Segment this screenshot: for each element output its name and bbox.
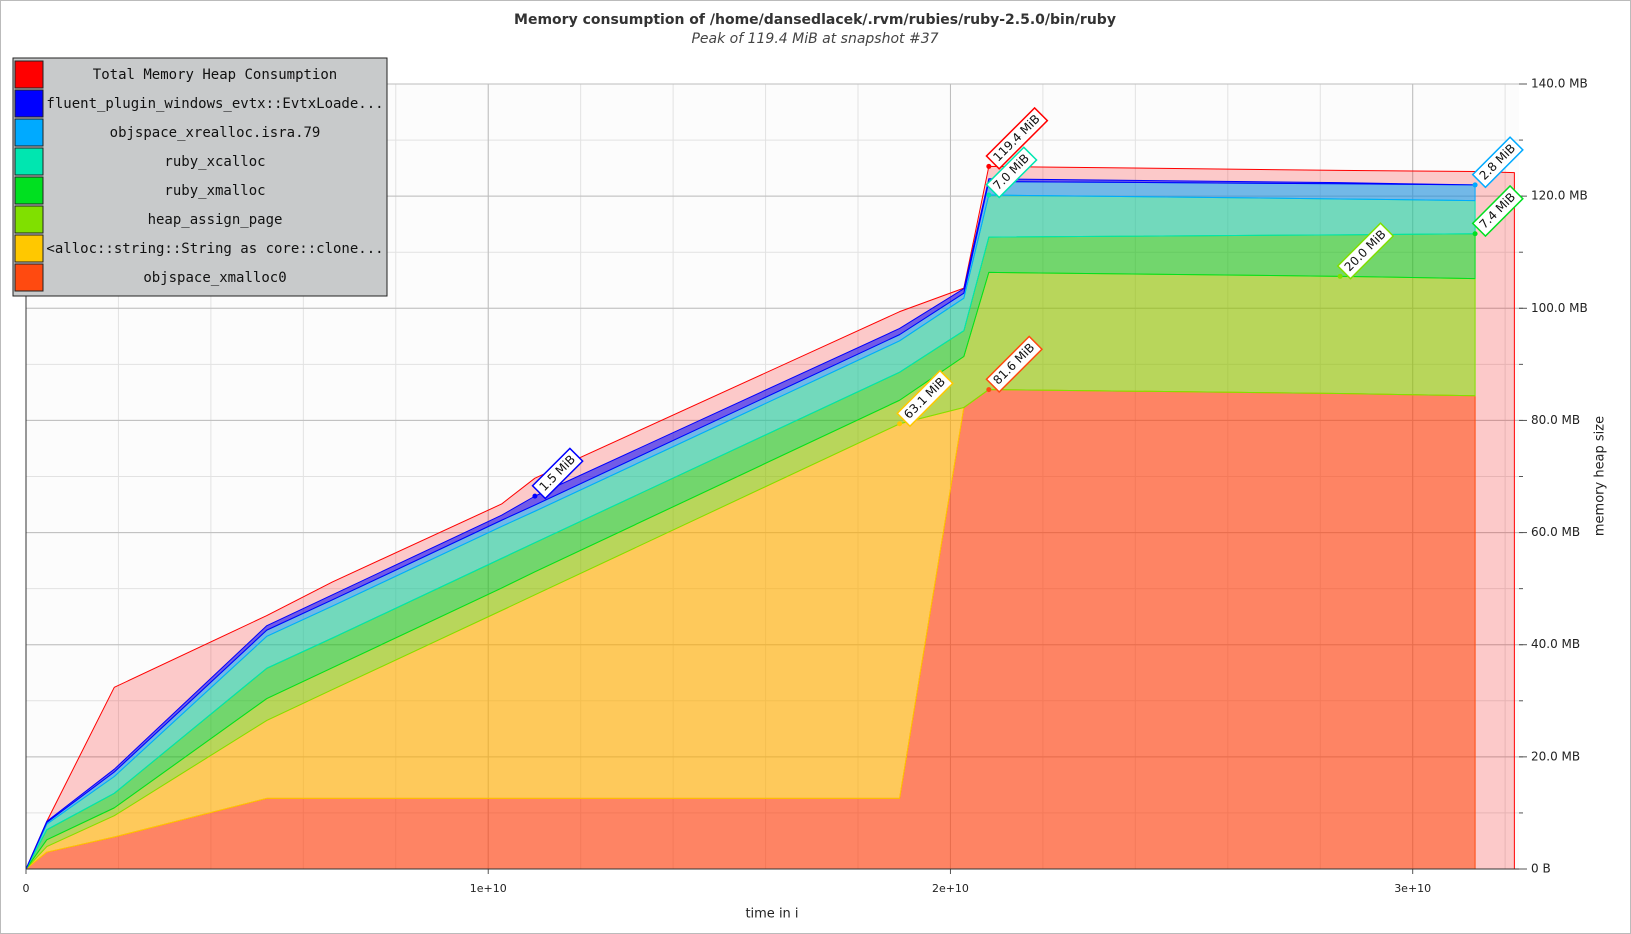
- annotation-box: [1471, 136, 1524, 189]
- legend: Total Memory Heap Consumption fluent_plug…: [12, 57, 388, 297]
- legend-label: ruby_xmalloc: [164, 183, 265, 199]
- legend-label: ruby_xcalloc: [164, 154, 265, 170]
- legend-label: <alloc::string::String as core::clone...: [46, 241, 383, 257]
- peak-marker: [1337, 273, 1343, 279]
- legend-label: heap_assign_page: [148, 212, 283, 228]
- x-tick-label: 1e+10: [470, 882, 507, 895]
- y-tick-label: 60.0 MB: [1531, 525, 1580, 539]
- annotation-box: [1471, 184, 1524, 238]
- peak-marker: [1472, 182, 1478, 188]
- annotation-box: [985, 146, 1038, 199]
- chart-title: Memory consumption of /home/dansedlacek/…: [514, 12, 1116, 28]
- legend-swatch: [14, 263, 44, 292]
- peak-marker: [1472, 231, 1478, 237]
- y-tick-label: 120.0 MB: [1531, 189, 1588, 203]
- legend-label: objspace_xmalloc0: [143, 270, 286, 286]
- legend-label: fluent_plugin_windows_evtx::EvtxLoade...: [46, 96, 383, 112]
- y-axis-label: memory heap size: [1593, 416, 1608, 536]
- x-tick-label: 3e+10: [1394, 882, 1431, 895]
- y-tick-label: 20.0 MB: [1531, 749, 1580, 763]
- legend-swatch: [14, 147, 44, 176]
- legend-swatch: [14, 118, 44, 147]
- legend-swatch: [14, 60, 44, 89]
- legend-box: [12, 57, 388, 297]
- peak-marker: [986, 163, 992, 169]
- y-tick-label: 140.0 MB: [1531, 77, 1588, 91]
- x-tick-label: 0: [23, 882, 30, 895]
- legend-swatch: [14, 234, 44, 263]
- peak-marker: [986, 192, 992, 198]
- legend-label: Total Memory Heap Consumption: [93, 67, 337, 83]
- annotation-box: [985, 106, 1049, 170]
- y-tick-label: 0 B: [1531, 862, 1551, 876]
- legend-swatch: [14, 89, 44, 118]
- peak-marker: [532, 493, 538, 499]
- peak-marker: [986, 387, 992, 393]
- x-tick-label: 2e+10: [932, 882, 969, 895]
- peak-marker: [897, 421, 903, 427]
- y-tick-label: 100.0 MB: [1531, 301, 1588, 315]
- legend-swatch: [14, 176, 44, 205]
- annotation-box: [985, 335, 1043, 394]
- annotation-box: [1336, 222, 1395, 280]
- x-axis-label: time in i: [745, 907, 798, 922]
- legend-label: objspace_xrealloc.isra.79: [110, 125, 321, 141]
- chart-subtitle: Peak of 119.4 MiB at snapshot #37: [691, 31, 938, 47]
- legend-swatch: [14, 205, 44, 234]
- annotation-box: [531, 447, 584, 500]
- y-tick-label: 80.0 MB: [1531, 413, 1580, 427]
- y-tick-label: 40.0 MB: [1531, 637, 1580, 651]
- annotation-box: [896, 369, 954, 428]
